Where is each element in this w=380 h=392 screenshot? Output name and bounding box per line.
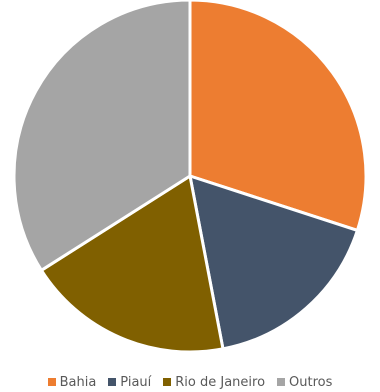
pie-slice-rio-de-janeiro (39, 173, 225, 354)
legend-swatch (47, 378, 56, 386)
legend: Bahia Piauí Rio de Janeiro Outros (0, 372, 380, 392)
pie-chart (12, 0, 368, 354)
legend-item: Outros (277, 375, 332, 390)
legend-label: Bahia (59, 374, 97, 390)
legend-item: Piauí (108, 375, 151, 390)
pie-slice-piau- (188, 173, 360, 351)
legend-swatch (277, 378, 286, 386)
legend-label: Outros (289, 374, 333, 390)
legend-item: Rio de Janeiro (163, 375, 265, 390)
legend-swatch (163, 378, 172, 386)
legend-item: Bahia (47, 374, 97, 390)
legend-label: Rio de Janeiro (175, 374, 266, 390)
legend-swatch (108, 378, 117, 386)
pie-slice-outros (12, 0, 192, 273)
legend-label: Piauí (120, 374, 152, 390)
chart-area (12, 0, 368, 354)
pie-slice-bahia (188, 0, 368, 233)
